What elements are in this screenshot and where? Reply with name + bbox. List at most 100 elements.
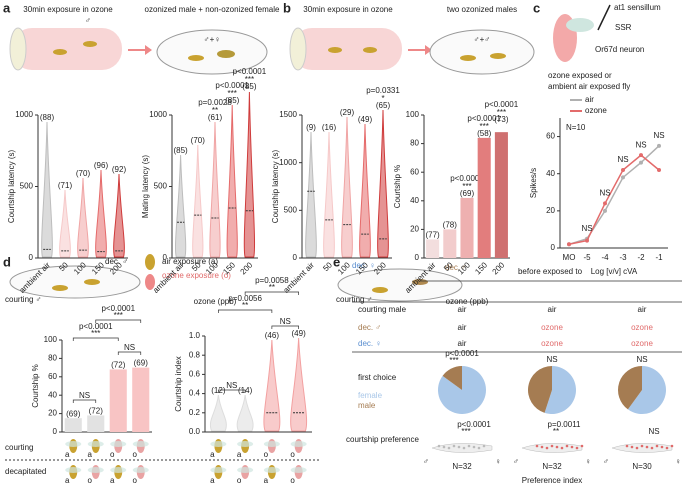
fly-wing <box>290 467 307 473</box>
n-label: (88) <box>40 113 55 122</box>
fly <box>490 53 506 59</box>
strip-dot <box>447 446 451 450</box>
fly-wing <box>132 467 149 473</box>
y-tick-label: 60 <box>546 132 555 141</box>
bracket <box>72 337 119 341</box>
x-tick-label: 200 <box>490 260 506 276</box>
strip-dot <box>545 446 549 450</box>
p-label: p<0.0001 <box>485 100 519 109</box>
y-tick-label: 1000 <box>279 158 297 167</box>
arena <box>337 268 463 302</box>
panel-label: b <box>283 0 291 15</box>
strip-dot <box>565 444 569 448</box>
pie-slice <box>438 366 487 414</box>
stars: *** <box>245 75 254 84</box>
strip-dot <box>452 444 456 448</box>
y-tick-label: 20 <box>410 225 419 234</box>
fly-wing <box>263 467 280 473</box>
bar <box>460 197 474 258</box>
fly <box>84 279 100 285</box>
stars: ** <box>242 301 248 310</box>
n-label: (78) <box>443 221 458 230</box>
p-label: NS <box>124 343 135 352</box>
fly <box>83 41 97 47</box>
fly-label: o <box>133 476 138 485</box>
diagram-title: 30min exposure in ozone <box>23 5 113 14</box>
strip-dot <box>570 445 574 449</box>
axis-end: ♀ <box>495 457 501 466</box>
y-tick-label: 100 <box>406 110 420 119</box>
pie-slice <box>442 366 462 390</box>
y-axis-label: Courtship latency (s) <box>7 149 16 223</box>
point <box>567 242 571 247</box>
bar <box>64 418 82 432</box>
fly-wing <box>210 467 227 473</box>
x-tick-label: -2 <box>637 253 645 262</box>
point-label: NS <box>581 224 592 233</box>
point <box>621 168 625 172</box>
stars: *** <box>228 89 237 98</box>
y-axis-label: Spikes/s <box>529 168 538 198</box>
y-tick-label: 60 <box>410 167 419 176</box>
fly-label: o <box>110 450 115 459</box>
stars: *** <box>449 356 458 365</box>
n-label: (69) <box>134 359 149 368</box>
violin-shape <box>290 337 308 432</box>
y-tick-label: 0 <box>415 253 420 262</box>
n-label: (96) <box>94 161 109 170</box>
arena <box>156 29 268 75</box>
fly <box>460 55 476 61</box>
fly <box>188 55 204 61</box>
table-cell: ozone <box>631 339 653 348</box>
bracket <box>72 399 97 403</box>
strip-dot <box>625 444 629 448</box>
fly-label: a <box>88 450 93 459</box>
point <box>657 168 661 172</box>
point <box>639 153 643 158</box>
violin-shape <box>192 144 204 258</box>
strip-dot <box>630 445 634 449</box>
strip-dot <box>655 444 659 448</box>
fly-wing <box>87 441 104 447</box>
n-label: (69) <box>66 409 81 418</box>
y-tick-label: 40 <box>48 390 57 399</box>
fly-label: a <box>237 450 242 459</box>
n-label: (46) <box>265 331 280 340</box>
legend-label: air <box>585 95 594 104</box>
strip-dot <box>457 445 461 449</box>
y-tick-label: 0.2 <box>189 408 201 417</box>
stars: *** <box>114 311 123 320</box>
symbol: ♂ <box>85 16 91 25</box>
table-cell: air <box>458 339 467 348</box>
x-axis-label: Log [v/v] cVA <box>591 267 638 276</box>
table-cell: air <box>458 305 467 314</box>
n-label: (29) <box>340 108 355 117</box>
n-label: (85) <box>173 146 188 155</box>
n-label: (65) <box>376 101 391 110</box>
strip-dot <box>670 444 674 448</box>
strip-dot <box>575 446 579 450</box>
p-label: p<0.0001 <box>79 322 113 331</box>
fly <box>145 254 155 270</box>
diagram-caption: ambient air exposed fly <box>548 82 630 91</box>
n-label: (85) <box>242 82 257 91</box>
row-label: courtship preference <box>346 435 419 444</box>
diagram-label: at1 sensillum <box>614 3 661 12</box>
violin-shape <box>226 104 238 258</box>
y-axis-label: Courtship % <box>393 165 402 209</box>
x-tick-label: -5 <box>583 253 591 262</box>
fly-label: a <box>110 476 115 485</box>
bracket <box>95 319 142 323</box>
fly-wing <box>132 441 149 447</box>
violin-shape <box>359 123 371 258</box>
point <box>603 208 607 213</box>
p-label: p<0.0001 <box>233 67 267 76</box>
fly <box>372 287 388 293</box>
bar <box>87 415 105 432</box>
n-label: (72) <box>89 407 104 416</box>
bracket <box>244 291 299 295</box>
y-tick-label: 0.0 <box>189 427 201 436</box>
strip-shape <box>431 443 493 453</box>
y-tick-label: 0 <box>53 427 58 436</box>
strip-dot <box>472 445 476 449</box>
